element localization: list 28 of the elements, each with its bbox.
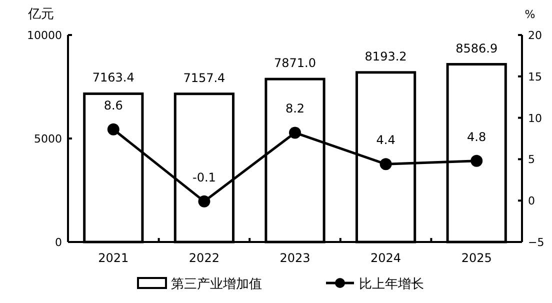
tick-label: 5000 — [34, 132, 62, 146]
data-label: 8.2 — [285, 102, 305, 116]
tick-label: 15 — [528, 70, 542, 84]
legend-label: 比上年增长 — [359, 277, 424, 292]
tick-label: 2023 — [280, 251, 310, 265]
data-label: 4.8 — [467, 130, 486, 144]
data-label: 8.6 — [104, 98, 123, 112]
tick-label: 0 — [528, 194, 535, 208]
data-label: 8193.2 — [364, 49, 407, 64]
tick-label: 2024 — [370, 251, 402, 265]
data-label: 8586.9 — [456, 41, 498, 56]
tick-label: 10000 — [27, 29, 62, 42]
tick-label: 10 — [528, 112, 542, 125]
data-label: 7157.4 — [183, 70, 226, 85]
tick-label: 2022 — [188, 251, 220, 265]
data-label: 7163.4 — [92, 70, 134, 85]
tick-label: 0 — [55, 236, 62, 249]
tick-label: 2025 — [461, 251, 492, 265]
data-label: 7871.0 — [274, 56, 316, 70]
tick-label: 20 — [528, 29, 542, 42]
tick-label: 5 — [528, 153, 535, 166]
legend-label: 第三产业增加值 — [171, 277, 262, 292]
data-label: 4.4 — [376, 133, 396, 148]
axis-title: % — [524, 8, 536, 21]
tick-label: 2021 — [98, 251, 129, 265]
tick-label: −5 — [528, 236, 544, 249]
data-label: -0.1 — [192, 170, 216, 184]
axis-title: 亿元 — [28, 7, 54, 22]
